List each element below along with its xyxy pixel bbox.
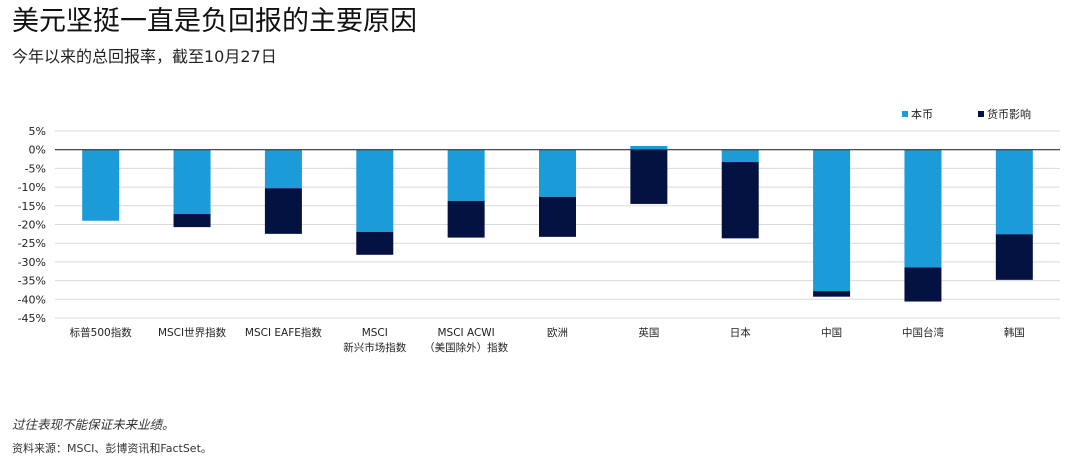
bars	[82, 145, 1033, 302]
bar-currency-effect	[721, 162, 759, 239]
x-tick-label: 英国	[638, 326, 659, 339]
source-note: 资料来源：MSCI、彭博资讯和FactSet。	[12, 442, 212, 455]
x-tick-label: MSCI世界指数	[158, 326, 227, 339]
chart-title: 美元坚挺一直是负回报的主要原因	[12, 6, 417, 37]
legend-label: 货币影响	[987, 107, 1031, 121]
gridlines	[55, 130, 1060, 319]
bar-local-currency	[447, 149, 485, 201]
x-tick-label: 日本	[730, 326, 751, 339]
legend-swatch	[902, 111, 908, 117]
bar-local-currency	[721, 149, 759, 163]
bar-currency-effect	[813, 291, 851, 297]
y-tick-label: -10%	[18, 181, 46, 194]
bar-chart: 5% 0% -5% -10% -15% -20% -25% -30% -35% -40% -45% 标…	[18, 107, 1060, 354]
x-tick-label: 中国台湾	[902, 326, 944, 339]
bar-local-currency	[356, 149, 394, 232]
y-tick-label: -45%	[18, 312, 46, 325]
y-tick-label: -40%	[18, 293, 46, 306]
y-tick-label: -25%	[18, 237, 46, 250]
x-tick-label: MSCI ACWI （美国除外）指数	[424, 327, 508, 354]
bar-currency-effect	[995, 234, 1033, 280]
bar-local-currency	[264, 149, 302, 189]
bar-currency-effect	[447, 200, 485, 238]
y-tick-label: -30%	[18, 256, 46, 269]
x-tick-label: 韩国	[1004, 326, 1025, 339]
bar-currency-effect	[173, 214, 211, 228]
bar-local-currency	[82, 149, 120, 221]
y-tick-label: -15%	[18, 200, 46, 213]
bar-local-currency	[630, 145, 668, 150]
bar-local-currency	[813, 149, 851, 292]
legend-label: 本币	[911, 107, 933, 121]
bar-local-currency	[995, 149, 1033, 235]
x-tick-label: 欧洲	[547, 327, 568, 339]
y-tick-label: 5%	[29, 125, 46, 138]
bar-local-currency	[904, 149, 942, 268]
axes: 5% 0% -5% -10% -15% -20% -25% -30% -35% -40% -45% 标…	[18, 125, 1060, 354]
bar-currency-effect	[630, 149, 668, 204]
x-tick-label: 中国	[821, 326, 842, 339]
y-tick-label: -5%	[25, 162, 46, 175]
bar-currency-effect	[539, 196, 576, 237]
disclaimer-footnote: 过往表现不能保证未来业绩。	[12, 417, 175, 432]
x-tick-label: 标普500指数	[70, 326, 133, 339]
legend: 本币 货币影响	[902, 107, 1031, 121]
bar-currency-effect	[264, 188, 302, 234]
y-tick-label: -20%	[18, 219, 46, 232]
bar-currency-effect	[904, 267, 942, 302]
chart-subtitle: 今年以来的总回报率，截至10月27日	[12, 47, 277, 66]
y-tick-label: 0%	[29, 144, 46, 157]
y-tick-label: -35%	[18, 275, 46, 288]
x-tick-label: MSCI EAFE指数	[245, 326, 322, 339]
bar-local-currency	[173, 149, 211, 215]
x-tick-label: MSCI 新兴市场指数	[343, 327, 406, 354]
bar-currency-effect	[356, 231, 394, 255]
legend-swatch	[978, 111, 984, 117]
bar-local-currency	[539, 149, 576, 197]
